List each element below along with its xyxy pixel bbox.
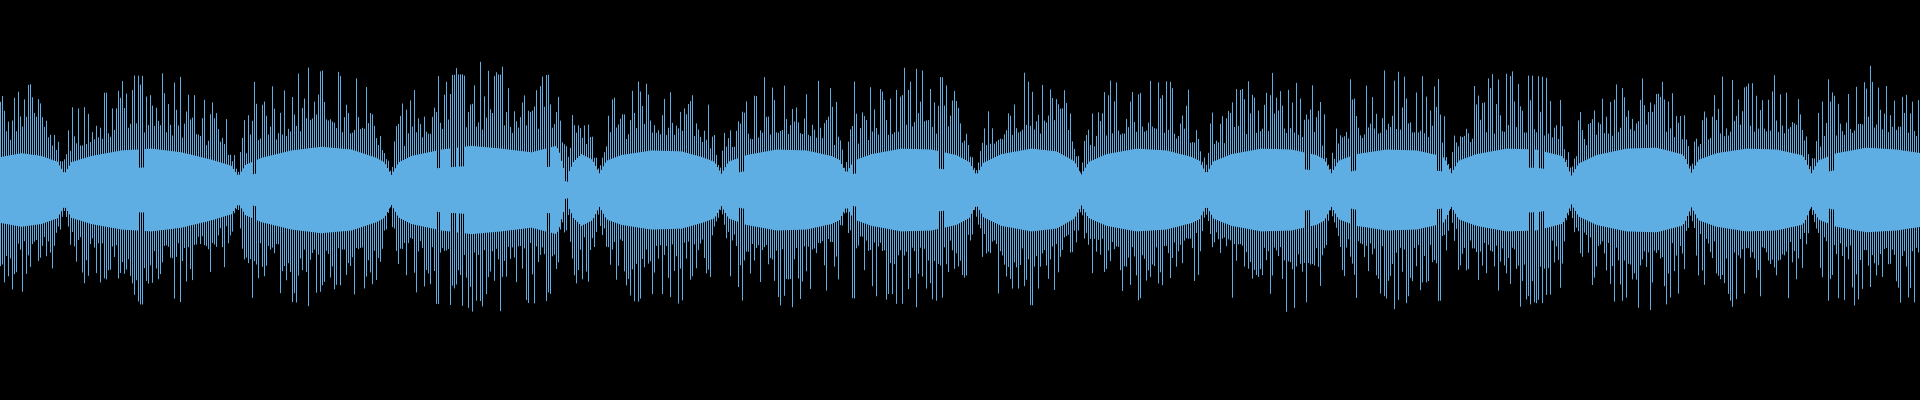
waveform-bars bbox=[0, 61, 1920, 312]
